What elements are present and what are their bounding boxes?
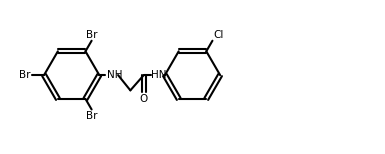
Text: Br: Br [86,30,97,40]
Text: Br: Br [19,70,31,80]
Text: NH: NH [107,70,122,80]
Text: O: O [140,94,148,104]
Text: Cl: Cl [214,30,224,40]
Text: Br: Br [86,111,97,121]
Text: HN: HN [151,70,167,80]
